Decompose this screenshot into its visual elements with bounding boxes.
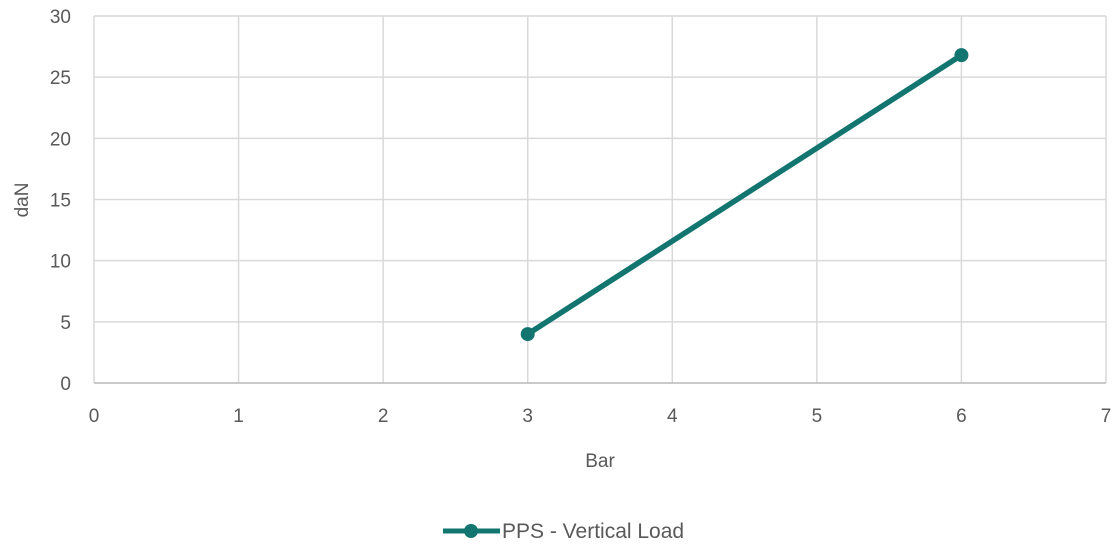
series-group [520,48,969,342]
y-axis-title: daN [12,183,33,218]
series-line-0 [524,52,965,337]
y-tick-label-30: 30 [50,7,71,28]
x-tick-label-7: 7 [1101,406,1112,427]
legend: PPS - Vertical Load [443,520,684,543]
x-tick-label-3: 3 [522,406,533,427]
y-tick-labels: 0 5 10 15 20 25 30 [50,7,71,395]
gridlines [93,15,1107,384]
x-tick-label-1: 1 [233,406,244,427]
x-tick-label-4: 4 [667,406,678,427]
x-tick-label-0: 0 [89,406,100,427]
x-tick-label-2: 2 [378,406,389,427]
data-point-0-1 [954,48,969,63]
legend-label: PPS - Vertical Load [502,520,684,543]
y-tick-label-15: 15 [50,191,71,212]
data-point-0-0 [520,327,535,342]
y-tick-label-0: 0 [60,374,71,395]
x-axis-title: Bar [585,451,615,472]
y-tick-label-25: 25 [50,68,71,89]
legend-marker [464,524,478,538]
y-tick-label-10: 10 [50,252,71,273]
y-tick-label-5: 5 [60,313,71,334]
x-tick-labels: 0 1 2 3 4 5 6 7 [89,406,1112,427]
y-tick-label-20: 20 [50,129,71,150]
x-tick-label-5: 5 [812,406,823,427]
x-tick-label-6: 6 [956,406,967,427]
